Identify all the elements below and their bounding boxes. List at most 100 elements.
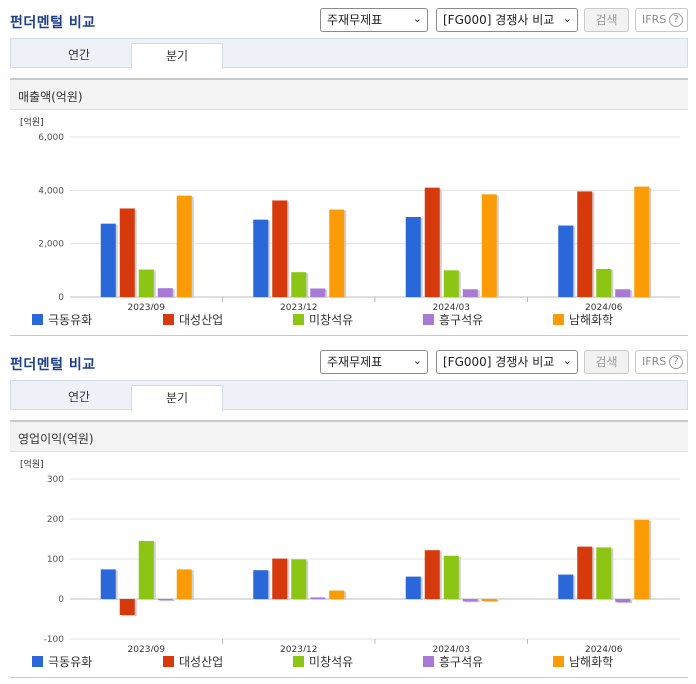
x-tick-label: 2024/03 <box>433 645 470 652</box>
bar <box>596 269 612 297</box>
tab-quarter[interactable]: 분기 <box>131 43 223 70</box>
search-button[interactable]: 검색 <box>584 8 629 32</box>
x-tick-label: 2023/09 <box>128 303 166 310</box>
y-tick-label: 4,000 <box>38 186 64 196</box>
fundamental-panel-revenue: 펀더멘털 비교 주재무제표 ⌄ [FG000] 경쟁사 비교 ⌄ 검색 IFRS… <box>0 0 696 336</box>
y-tick-label: 200 <box>47 515 64 525</box>
legend-label: 극동유화 <box>48 655 93 669</box>
statement-select-value: 주재무제표 <box>327 355 383 369</box>
bar <box>577 191 593 297</box>
legend-label: 대성산업 <box>179 313 224 327</box>
statement-select-value: 주재무제표 <box>327 13 383 27</box>
statement-select[interactable]: 주재무제표 ⌄ <box>320 8 428 32</box>
operating-profit-bar-chart: [억원] -100 0 100 200 300 2023/09 2023/12 2024/03 2… <box>20 458 680 652</box>
legend-swatch <box>423 314 434 325</box>
legend-swatch <box>32 314 43 325</box>
unit-label: [억원] <box>20 458 44 470</box>
legend-label: 남해화학 <box>569 655 614 669</box>
bar-shadow <box>159 600 175 602</box>
legend-item[interactable]: 미창석유 <box>293 654 353 670</box>
bar <box>615 599 631 603</box>
chevron-down-icon: ⌄ <box>412 354 422 367</box>
bar <box>634 186 650 297</box>
bar <box>634 519 650 599</box>
bar-shadow <box>312 598 328 600</box>
legend-label: 대성산업 <box>179 655 224 669</box>
bar <box>176 195 192 297</box>
legend-label: 미창석유 <box>309 313 354 327</box>
y-tick-label: 300 <box>47 475 64 485</box>
bar <box>176 569 192 599</box>
panel-header: 펀더멘털 비교 주재무제표 ⌄ [FG000] 경쟁사 비교 ⌄ 검색 IFRS… <box>0 0 696 38</box>
fundamental-panel-operating-profit: 펀더멘털 비교 주재무제표 ⌄ [FG000] 경쟁사 비교 ⌄ 검색 IFRS… <box>0 342 696 684</box>
legend-swatch <box>163 314 174 325</box>
legend-item[interactable]: 대성산업 <box>163 654 223 670</box>
bar <box>462 599 478 602</box>
legend-swatch <box>423 656 434 667</box>
legend-item[interactable]: 흥구석유 <box>423 654 483 670</box>
legend-label: 미창석유 <box>309 655 354 669</box>
bar <box>291 272 307 297</box>
bar <box>462 289 478 297</box>
section-title: 영업이익(억원) <box>18 432 94 446</box>
x-tick-label: 2024/06 <box>585 645 623 652</box>
legend-swatch <box>32 656 43 667</box>
x-tick-label: 2024/06 <box>585 303 623 310</box>
divider <box>10 677 688 678</box>
section-header: 매출액(억원) <box>10 78 688 110</box>
x-tick-label: 2023/09 <box>128 645 166 652</box>
bar <box>443 270 459 297</box>
ifrs-button[interactable]: IFRS ? <box>635 8 688 32</box>
legend-swatch <box>553 314 564 325</box>
legend-item[interactable]: 미창석유 <box>293 312 353 328</box>
bar <box>424 550 440 599</box>
legend-item[interactable]: 극동유화 <box>32 654 92 670</box>
bar <box>138 269 154 297</box>
y-tick-label: 2,000 <box>38 240 64 250</box>
compare-select-value: [FG000] 경쟁사 비교 <box>443 355 555 369</box>
tab-annual[interactable]: 연간 <box>67 390 91 404</box>
y-tick-label: 0 <box>58 293 64 303</box>
question-circle-icon[interactable]: ? <box>669 355 683 369</box>
legend-item[interactable]: 대성산업 <box>163 312 223 328</box>
bar <box>481 194 497 297</box>
legend-swatch <box>553 656 564 667</box>
bar <box>310 288 326 297</box>
bar <box>405 576 421 599</box>
bar <box>424 187 440 297</box>
search-button[interactable]: 검색 <box>584 350 629 374</box>
ifrs-label: IFRS <box>642 355 667 368</box>
bar <box>558 574 574 599</box>
y-tick-label: 0 <box>58 595 64 605</box>
bar <box>100 569 116 599</box>
tab-quarter[interactable]: 분기 <box>131 385 223 412</box>
unit-label: [억원] <box>20 116 44 128</box>
period-tabs: 연간 분기 <box>10 38 688 70</box>
statement-select[interactable]: 주재무제표 ⌄ <box>320 350 428 374</box>
bar <box>157 288 173 297</box>
legend-item[interactable]: 극동유화 <box>32 312 92 328</box>
bar <box>100 223 116 297</box>
question-circle-icon[interactable]: ? <box>669 13 683 27</box>
legend-item[interactable]: 흥구석유 <box>423 312 483 328</box>
compare-select[interactable]: [FG000] 경쟁사 비교 ⌄ <box>436 8 578 32</box>
revenue-bar-chart: [억원] 0 2,000 4,000 6,000 2023/09 2023/12 2024/0… <box>20 116 680 310</box>
ifrs-button[interactable]: IFRS ? <box>635 350 688 374</box>
legend-item[interactable]: 남해화학 <box>553 312 613 328</box>
bar <box>138 541 154 599</box>
bar <box>272 200 288 297</box>
chevron-down-icon: ⌄ <box>562 12 572 25</box>
bar <box>253 570 269 599</box>
legend-swatch <box>293 656 304 667</box>
compare-select-value: [FG000] 경쟁사 비교 <box>443 13 555 27</box>
tab-annual[interactable]: 연간 <box>67 48 91 62</box>
compare-select[interactable]: [FG000] 경쟁사 비교 ⌄ <box>436 350 578 374</box>
y-tick-label: -100 <box>44 635 65 645</box>
bar <box>615 289 631 297</box>
section-header: 영업이익(억원) <box>10 420 688 452</box>
legend-label: 흥구석유 <box>439 655 484 669</box>
legend-item[interactable]: 남해화학 <box>553 654 613 670</box>
divider <box>10 335 688 336</box>
bar <box>577 546 593 599</box>
bar <box>119 208 135 297</box>
